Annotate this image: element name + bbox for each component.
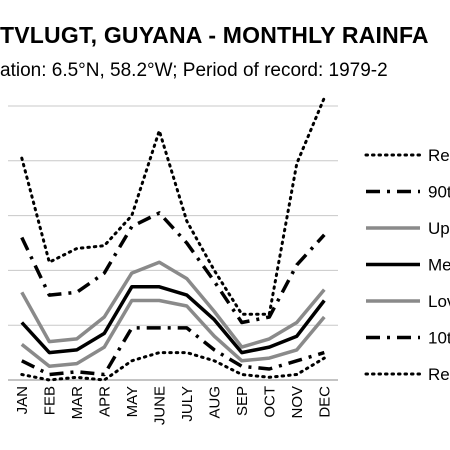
legend-label: Up (428, 219, 450, 238)
series-line-2 (20, 211, 326, 325)
x-tick-label: FEB (41, 386, 58, 415)
x-tick-label: AUG (206, 386, 223, 419)
legend: Rec 90t Up Me Lov 10t Rec (364, 146, 450, 384)
x-tick-label: DEC (316, 386, 333, 418)
series-line-4 (20, 285, 326, 355)
series-line-3 (20, 260, 326, 349)
legend-label: Me (428, 256, 450, 275)
legend-label: 10t (428, 329, 450, 348)
chart-subtitle: ation: 6.5°N, 58.2°W; Period of record: … (0, 60, 388, 81)
x-tick-label: APR (96, 386, 113, 417)
legend-label: Rec (428, 365, 450, 384)
legend-label: Lov (428, 292, 450, 311)
x-tick-label: JAN (14, 386, 31, 414)
gridlines (8, 105, 338, 381)
series-lines (20, 96, 326, 382)
x-tick-label: JUNE (151, 386, 168, 425)
series-line-5 (20, 298, 326, 369)
x-tick-labels: JAN FEB MAR APR MAY JUNE JULY AUG SEP OCT NOV DEC (14, 386, 334, 425)
x-tick-label: NOV (289, 386, 306, 419)
legend-label: Rec (428, 146, 450, 165)
x-tick-label: OCT (261, 386, 278, 418)
legend-label: 90t (428, 183, 450, 202)
series-line-1 (20, 96, 326, 316)
x-tick-label: MAY (124, 386, 141, 417)
x-tick-label: MAR (69, 386, 86, 420)
x-tick-label: JULY (179, 386, 196, 422)
chart-title: TVLUGT, GUYANA - MONTHLY RAINFA (0, 22, 429, 48)
series-line-6 (21, 326, 325, 377)
x-tick-label: SEP (234, 386, 251, 416)
series-line-7 (20, 351, 326, 382)
